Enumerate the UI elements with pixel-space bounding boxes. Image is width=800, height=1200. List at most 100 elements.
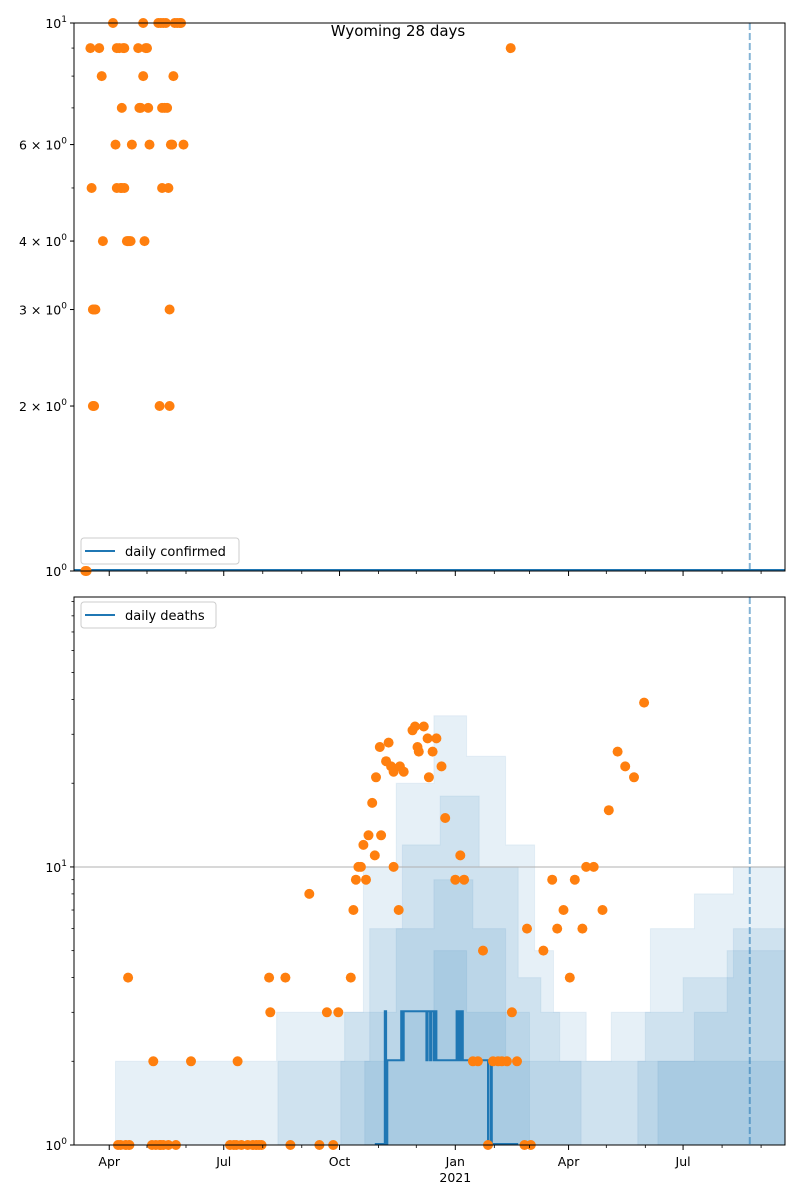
data-point — [94, 43, 105, 54]
data-point — [393, 905, 404, 915]
data-point — [163, 183, 174, 193]
data-point — [512, 1056, 522, 1067]
x-tick-sublabel: 2021 — [439, 1170, 471, 1185]
data-point — [321, 1007, 332, 1018]
data-point — [143, 102, 154, 113]
data-point — [505, 43, 516, 54]
data-point — [135, 102, 146, 113]
data-point — [363, 830, 374, 841]
data-point — [148, 1056, 159, 1067]
data-point — [459, 874, 470, 885]
data-point — [361, 874, 371, 885]
data-point — [522, 923, 532, 934]
data-point — [154, 401, 165, 411]
data-point — [450, 874, 461, 885]
data-point — [388, 861, 399, 872]
data-point — [597, 905, 608, 915]
data-point — [304, 888, 315, 899]
data-point — [89, 401, 100, 411]
data-point — [581, 861, 592, 872]
data-point — [280, 972, 291, 983]
data-point — [369, 850, 380, 861]
data-point — [418, 721, 429, 732]
data-point — [422, 733, 433, 744]
data-point — [427, 746, 438, 757]
data-point — [620, 761, 631, 772]
x-tick-label: Jul — [675, 1154, 691, 1169]
data-point — [629, 772, 639, 783]
data-point — [350, 874, 361, 885]
data-point — [126, 139, 137, 150]
data-point — [472, 1056, 483, 1067]
data-point — [119, 43, 130, 54]
data-point — [139, 236, 150, 247]
data-point — [603, 805, 614, 816]
data-point — [413, 746, 424, 757]
data-point — [478, 945, 488, 956]
data-point — [125, 236, 136, 247]
data-point — [588, 861, 599, 872]
data-point — [116, 102, 127, 113]
data-point — [97, 236, 108, 247]
y-tick-label: 4 × 100 — [19, 233, 67, 249]
data-point — [123, 972, 134, 983]
data-point — [639, 697, 650, 708]
data-point — [355, 861, 366, 872]
y-tick-label: 6 × 100 — [19, 137, 67, 153]
data-point — [86, 183, 97, 193]
data-point — [164, 401, 175, 411]
y-tick-label: 3 × 100 — [19, 302, 67, 318]
data-point — [547, 874, 558, 885]
data-point — [371, 772, 381, 783]
confidence-band-mid-inner — [339, 879, 786, 1146]
x-tick-label: Jul — [215, 1154, 231, 1169]
data-point — [383, 737, 394, 748]
data-point — [119, 183, 130, 193]
data-point — [144, 139, 155, 150]
data-point — [164, 304, 175, 315]
data-point — [162, 102, 173, 113]
data-point — [85, 43, 96, 54]
legend-label-daily-deaths: daily deaths — [125, 609, 205, 624]
data-point — [345, 972, 356, 983]
data-point — [440, 813, 451, 823]
data-point — [577, 923, 588, 934]
confidence-band-outer — [114, 715, 786, 1146]
data-point — [348, 905, 359, 915]
data-point — [186, 1056, 196, 1067]
bottom-daily-deaths-line — [374, 1010, 519, 1145]
data-point — [178, 139, 189, 150]
data-point — [538, 945, 549, 956]
x-tick-label: Jan — [445, 1154, 465, 1169]
data-point — [367, 797, 378, 808]
data-point — [90, 304, 101, 315]
data-point — [564, 972, 575, 983]
data-point — [96, 71, 107, 82]
bottom-legend: daily deaths — [80, 601, 217, 629]
data-point — [142, 43, 152, 54]
y-tick-label: 101 — [45, 859, 67, 875]
y-tick-label: 100 — [45, 563, 67, 579]
top-axes-frame — [73, 22, 786, 572]
chart-title: Wyoming 28 days — [331, 22, 466, 40]
bottom-axes-frame — [73, 596, 786, 1146]
data-point — [168, 71, 179, 82]
data-point — [612, 746, 623, 757]
data-point — [552, 923, 563, 934]
legend-label-daily-confirmed: daily confirmed — [125, 545, 226, 560]
data-point — [558, 905, 569, 915]
top-axes: 100 2 × 100 3 × 100 4 × 100 6 × 100 101 Wyomi… — [19, 15, 786, 579]
data-point — [333, 1007, 344, 1018]
data-point — [232, 1056, 243, 1067]
data-point — [374, 742, 385, 752]
data-point — [423, 772, 434, 783]
data-point — [398, 766, 409, 777]
data-point — [358, 839, 369, 850]
data-point — [569, 874, 580, 885]
x-tick-label: Apr — [558, 1154, 580, 1169]
data-point — [138, 71, 149, 82]
x-tick-label: Oct — [329, 1154, 351, 1169]
data-point — [431, 733, 442, 744]
